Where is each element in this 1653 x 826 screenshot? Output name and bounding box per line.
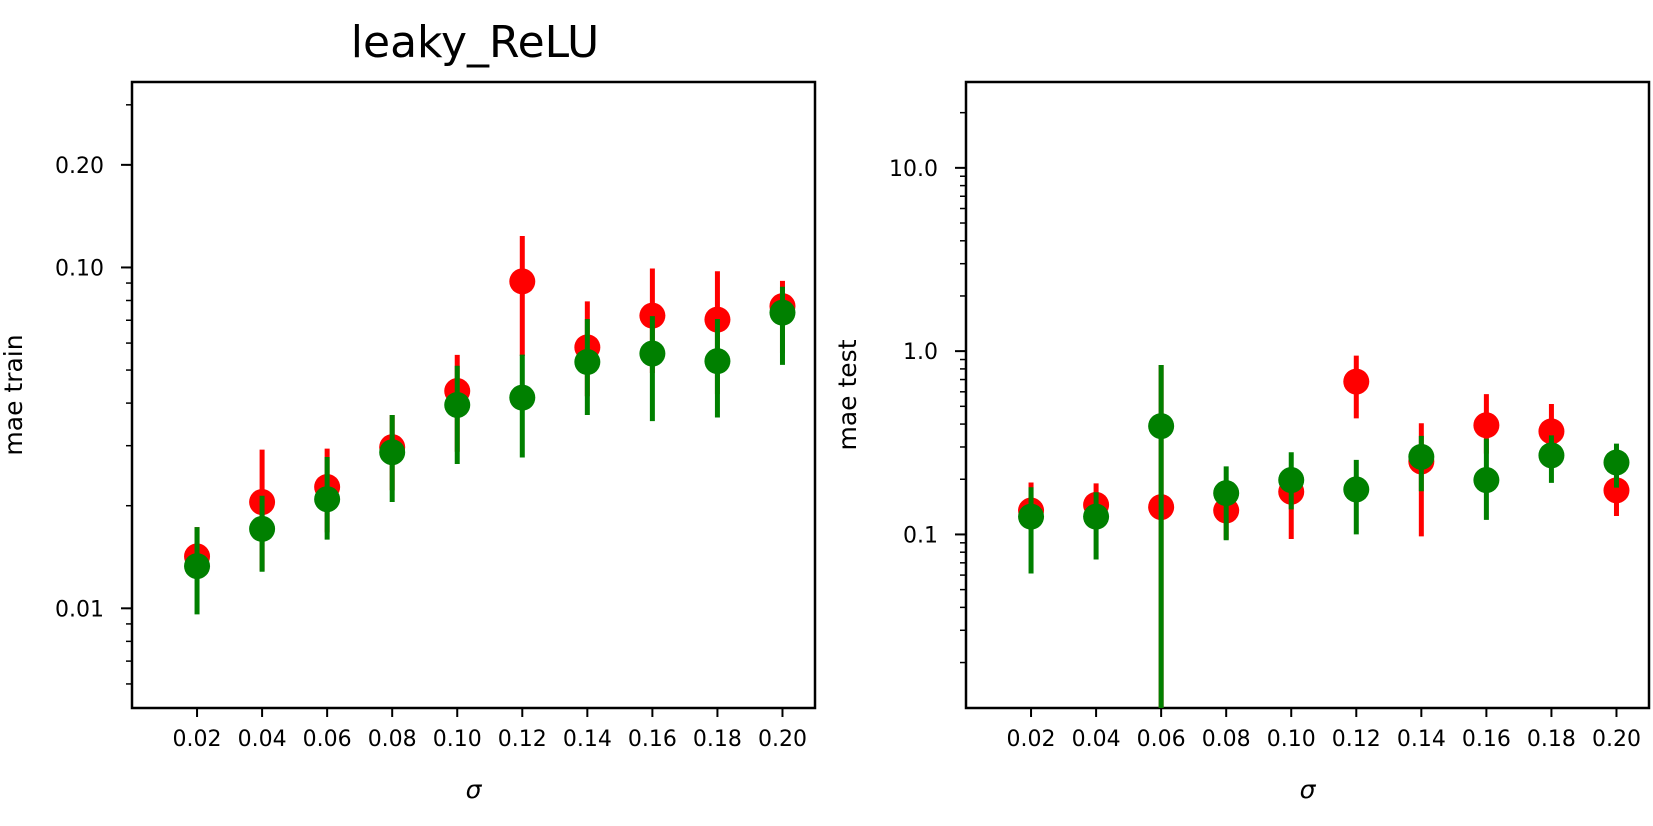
test-mae-panel: 0.02 0.04 0.06 0.08 0.10 0.12 0.14 0.16 0.18 0.20… xyxy=(833,80,1651,804)
x-tick-label: 0.12 xyxy=(498,727,547,752)
y-tick-label: 0.20 xyxy=(55,154,104,179)
y-tick-label: 1.0 xyxy=(903,340,938,365)
data-point xyxy=(1473,412,1500,439)
data-point xyxy=(1343,476,1370,503)
x-tick-label: 0.08 xyxy=(368,727,417,752)
data-point xyxy=(249,515,276,542)
data-point xyxy=(379,439,406,466)
data-layer xyxy=(184,235,796,615)
x-axis-label: σ xyxy=(1300,775,1317,804)
data-point xyxy=(184,553,211,580)
axes-frame xyxy=(130,80,817,710)
y-tick-label: 10.0 xyxy=(889,157,938,182)
data-point xyxy=(509,268,536,295)
x-tick-label: 0.14 xyxy=(563,727,612,752)
x-tick-label: 0.20 xyxy=(758,727,807,752)
y-axis-label: mae train xyxy=(0,334,28,455)
y-tick-label: 0.1 xyxy=(903,523,938,548)
x-tick-label: 0.18 xyxy=(1527,727,1576,752)
data-point xyxy=(1148,413,1175,440)
x-tick-label: 0.10 xyxy=(1267,727,1316,752)
data-point xyxy=(1343,368,1370,395)
data-point xyxy=(574,348,601,375)
x-tick-label: 0.04 xyxy=(1072,727,1121,752)
train-mae-panel: 0.02 0.04 0.06 0.08 0.10 0.12 0.14 0.16 0.18 0.20… xyxy=(0,80,817,804)
x-tick-label: 0.18 xyxy=(693,727,742,752)
x-axis-label: σ xyxy=(466,775,483,804)
data-point xyxy=(1018,503,1045,530)
data-point xyxy=(509,384,536,411)
x-tick-label: 0.06 xyxy=(1137,727,1186,752)
x-tick-label: 0.04 xyxy=(238,727,287,752)
data-point xyxy=(1538,418,1565,445)
x-tick-label: 0.02 xyxy=(173,727,222,752)
data-point xyxy=(769,299,796,326)
y-axis-label: mae test xyxy=(833,339,862,450)
data-point xyxy=(1603,477,1630,504)
data-point xyxy=(1213,480,1240,507)
data-point xyxy=(1603,449,1630,476)
data-point xyxy=(314,486,341,513)
y-tick-label: 0.01 xyxy=(55,597,104,622)
data-point xyxy=(639,340,666,367)
x-tick-label: 0.06 xyxy=(303,727,352,752)
data-point xyxy=(444,391,471,418)
data-layer xyxy=(1018,355,1630,708)
y-tick-label: 0.10 xyxy=(55,256,104,281)
x-tick-label: 0.16 xyxy=(1462,727,1511,752)
x-tick-label: 0.16 xyxy=(628,727,677,752)
x-tick-label: 0.10 xyxy=(433,727,482,752)
x-tick-label: 0.12 xyxy=(1332,727,1381,752)
data-point xyxy=(1473,467,1500,494)
x-tick-label: 0.20 xyxy=(1592,727,1641,752)
data-point xyxy=(704,348,731,375)
chart-title-left: leaky_ReLU xyxy=(351,17,599,68)
data-point xyxy=(639,302,666,329)
x-tick-label: 0.02 xyxy=(1007,727,1056,752)
x-tick-label: 0.08 xyxy=(1202,727,1251,752)
data-point xyxy=(1408,443,1435,470)
data-point xyxy=(1278,467,1305,494)
x-tick-label: 0.14 xyxy=(1397,727,1446,752)
data-point xyxy=(1538,442,1565,469)
axes-frame xyxy=(964,80,1651,710)
data-point xyxy=(1083,503,1110,530)
